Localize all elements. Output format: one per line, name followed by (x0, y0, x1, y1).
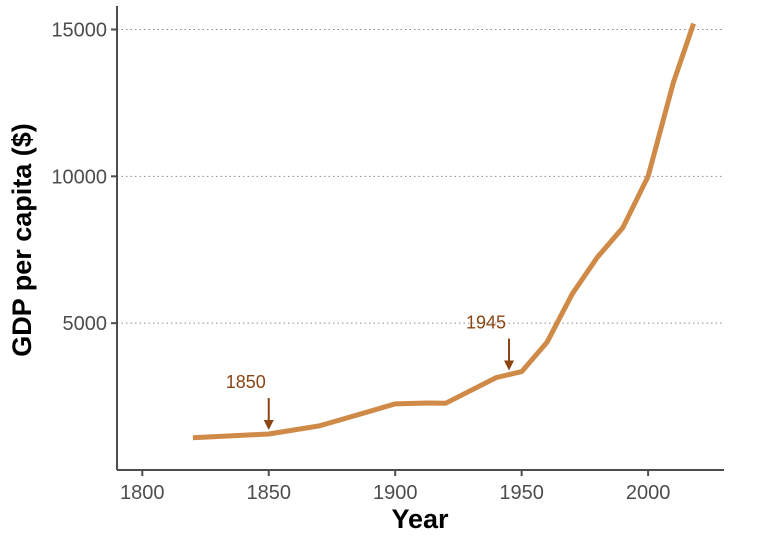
annotation-label: 1945 (466, 313, 506, 333)
annotation-arrow-head (263, 420, 274, 431)
y-tick-label: 15000 (51, 19, 107, 41)
x-tick-label: 1850 (247, 482, 292, 504)
x-tick-label: 2000 (626, 482, 671, 504)
series-layer (192, 22, 696, 441)
y-axis-title: GDP per capita ($) (7, 123, 37, 357)
annotation-label: 1850 (226, 372, 266, 392)
y-tick-label: 5000 (63, 313, 108, 335)
x-tick-label: 1900 (373, 482, 418, 504)
annotations: 1850 1945 (226, 313, 515, 431)
x-tick-label: 1950 (499, 482, 544, 504)
x-tick-label: 1800 (120, 482, 165, 504)
axis-ticks: 5000 10000 15000 1800 1850 1900 1950 2000 (51, 19, 670, 504)
x-axis-title: Year (391, 504, 449, 534)
y-tick-label: 10000 (51, 166, 107, 188)
series-line-0 (192, 22, 696, 441)
gridlines (117, 28, 724, 324)
annotation-arrow-head (504, 360, 515, 371)
